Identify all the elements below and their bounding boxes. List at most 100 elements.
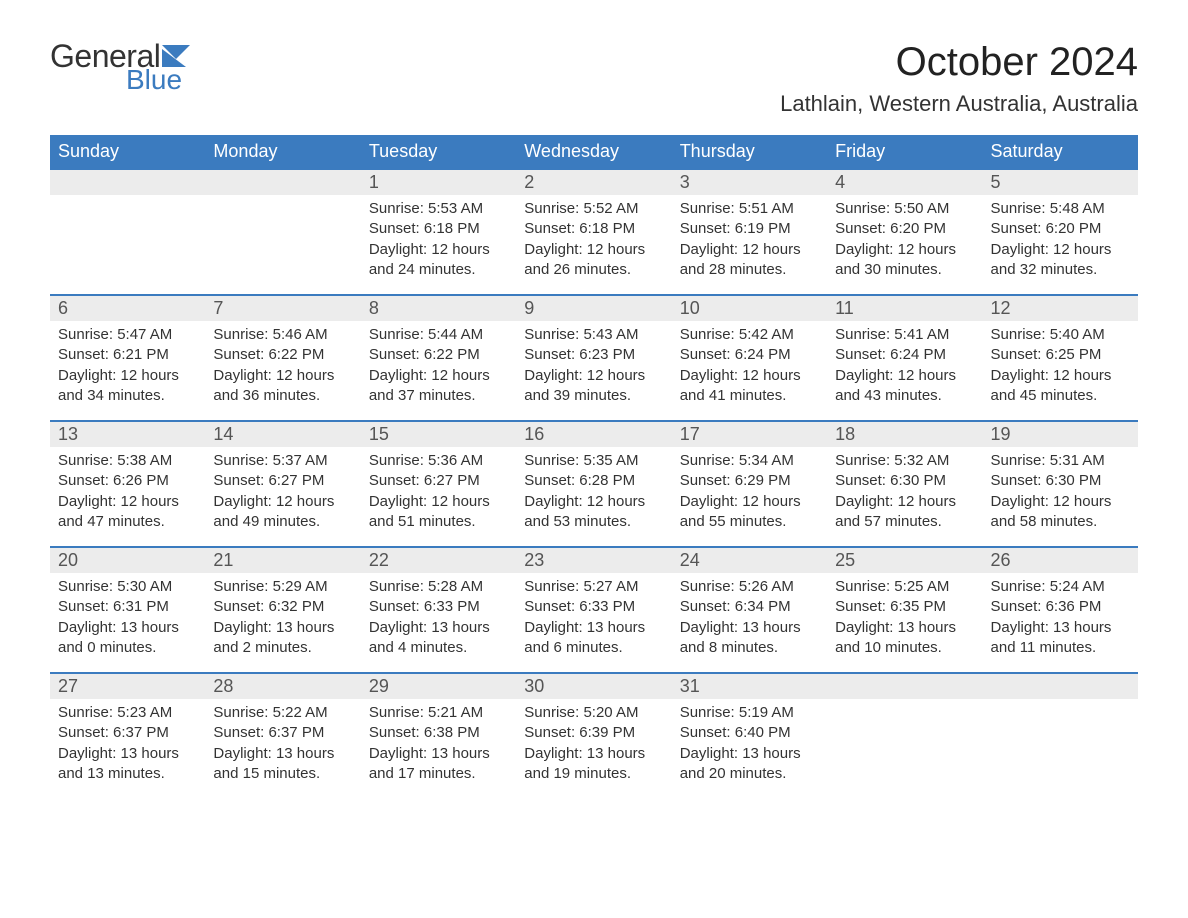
day-body: Sunrise: 5:19 AMSunset: 6:40 PMDaylight:… xyxy=(672,699,827,784)
day-number: 14 xyxy=(213,424,233,444)
day-number-row xyxy=(205,170,360,195)
day-cell: 26Sunrise: 5:24 AMSunset: 6:36 PMDayligh… xyxy=(983,548,1138,672)
day-number-row: 24 xyxy=(672,548,827,573)
daylight-line-2: and 32 minutes. xyxy=(991,260,1130,280)
sunrise-line: Sunrise: 5:24 AM xyxy=(991,577,1130,597)
sunset-line: Sunset: 6:38 PM xyxy=(369,723,508,743)
day-number: 2 xyxy=(524,172,534,192)
day-number-row: 20 xyxy=(50,548,205,573)
day-body: Sunrise: 5:22 AMSunset: 6:37 PMDaylight:… xyxy=(205,699,360,784)
sunrise-line: Sunrise: 5:40 AM xyxy=(991,325,1130,345)
day-number-row: 21 xyxy=(205,548,360,573)
daylight-line-2: and 8 minutes. xyxy=(680,638,819,658)
daylight-line-2: and 2 minutes. xyxy=(213,638,352,658)
day-number-row: 1 xyxy=(361,170,516,195)
day-body: Sunrise: 5:29 AMSunset: 6:32 PMDaylight:… xyxy=(205,573,360,658)
daylight-line-2: and 45 minutes. xyxy=(991,386,1130,406)
day-body: Sunrise: 5:44 AMSunset: 6:22 PMDaylight:… xyxy=(361,321,516,406)
sunset-line: Sunset: 6:21 PM xyxy=(58,345,197,365)
weekday-header: Sunday xyxy=(50,135,205,168)
day-number-row: 14 xyxy=(205,422,360,447)
day-number: 1 xyxy=(369,172,379,192)
sunrise-line: Sunrise: 5:41 AM xyxy=(835,325,974,345)
sunrise-line: Sunrise: 5:27 AM xyxy=(524,577,663,597)
daylight-line-1: Daylight: 13 hours xyxy=(835,618,974,638)
weekday-header: Wednesday xyxy=(516,135,671,168)
day-body: Sunrise: 5:32 AMSunset: 6:30 PMDaylight:… xyxy=(827,447,982,532)
daylight-line-2: and 28 minutes. xyxy=(680,260,819,280)
daylight-line-2: and 49 minutes. xyxy=(213,512,352,532)
day-number: 18 xyxy=(835,424,855,444)
sunrise-line: Sunrise: 5:25 AM xyxy=(835,577,974,597)
sunset-line: Sunset: 6:20 PM xyxy=(991,219,1130,239)
day-cell: 20Sunrise: 5:30 AMSunset: 6:31 PMDayligh… xyxy=(50,548,205,672)
sunset-line: Sunset: 6:22 PM xyxy=(213,345,352,365)
sunset-line: Sunset: 6:20 PM xyxy=(835,219,974,239)
day-cell: 18 Sunrise: 5:32 AMSunset: 6:30 PMDayligh… xyxy=(827,422,982,546)
day-body xyxy=(827,699,982,703)
day-cell: 13Sunrise: 5:38 AMSunset: 6:26 PMDayligh… xyxy=(50,422,205,546)
day-body: Sunrise: 5:46 AMSunset: 6:22 PMDaylight:… xyxy=(205,321,360,406)
day-cell: 21Sunrise: 5:29 AMSunset: 6:32 PMDayligh… xyxy=(205,548,360,672)
sunrise-line: Sunrise: 5:29 AM xyxy=(213,577,352,597)
day-number-row: 3 xyxy=(672,170,827,195)
page-header: General Blue October 2024 Lathlain, West… xyxy=(50,40,1138,117)
daylight-line-2: and 55 minutes. xyxy=(680,512,819,532)
day-number: 16 xyxy=(524,424,544,444)
day-number: 8 xyxy=(369,298,379,318)
daylight-line-2: and 58 minutes. xyxy=(991,512,1130,532)
day-number: 12 xyxy=(991,298,1011,318)
sunset-line: Sunset: 6:28 PM xyxy=(524,471,663,491)
day-body: Sunrise: 5:50 AMSunset: 6:20 PMDaylight:… xyxy=(827,195,982,280)
sunset-line: Sunset: 6:33 PM xyxy=(369,597,508,617)
daylight-line-1: Daylight: 13 hours xyxy=(213,618,352,638)
day-cell: 31Sunrise: 5:19 AMSunset: 6:40 PMDayligh… xyxy=(672,674,827,798)
sunrise-line: Sunrise: 5:23 AM xyxy=(58,703,197,723)
day-number: 22 xyxy=(369,550,389,570)
day-number-row: 15 xyxy=(361,422,516,447)
month-title: October 2024 xyxy=(780,40,1138,85)
week-row: 1Sunrise: 5:53 AMSunset: 6:18 PMDaylight… xyxy=(50,168,1138,294)
day-body: Sunrise: 5:25 AMSunset: 6:35 PMDaylight:… xyxy=(827,573,982,658)
sunrise-line: Sunrise: 5:19 AM xyxy=(680,703,819,723)
day-number: 29 xyxy=(369,676,389,696)
day-cell: 14 Sunrise: 5:37 AMSunset: 6:27 PMDayligh… xyxy=(205,422,360,546)
sunset-line: Sunset: 6:33 PM xyxy=(524,597,663,617)
week-row: 13Sunrise: 5:38 AMSunset: 6:26 PMDayligh… xyxy=(50,420,1138,546)
daylight-line-2: and 6 minutes. xyxy=(524,638,663,658)
day-number: 13 xyxy=(58,424,78,444)
daylight-line-1: Daylight: 12 hours xyxy=(524,240,663,260)
daylight-line-1: Daylight: 13 hours xyxy=(58,744,197,764)
daylight-line-1: Daylight: 13 hours xyxy=(369,744,508,764)
day-number: 5 xyxy=(991,172,1001,192)
day-number-row: 16 xyxy=(516,422,671,447)
day-cell: 15Sunrise: 5:36 AMSunset: 6:27 PMDayligh… xyxy=(361,422,516,546)
day-cell: 19Sunrise: 5:31 AMSunset: 6:30 PMDayligh… xyxy=(983,422,1138,546)
day-cell: 23Sunrise: 5:27 AMSunset: 6:33 PMDayligh… xyxy=(516,548,671,672)
sunrise-line: Sunrise: 5:46 AM xyxy=(213,325,352,345)
daylight-line-2: and 10 minutes. xyxy=(835,638,974,658)
sunrise-line: Sunrise: 5:20 AM xyxy=(524,703,663,723)
day-body: Sunrise: 5:20 AMSunset: 6:39 PMDaylight:… xyxy=(516,699,671,784)
day-number: 23 xyxy=(524,550,544,570)
day-number-row: 27 xyxy=(50,674,205,699)
daylight-line-2: and 36 minutes. xyxy=(213,386,352,406)
sunrise-line: Sunrise: 5:51 AM xyxy=(680,199,819,219)
day-cell: 4Sunrise: 5:50 AMSunset: 6:20 PMDaylight… xyxy=(827,170,982,294)
daylight-line-2: and 41 minutes. xyxy=(680,386,819,406)
sunset-line: Sunset: 6:35 PM xyxy=(835,597,974,617)
sunrise-line: Sunrise: 5:22 AM xyxy=(213,703,352,723)
sunset-line: Sunset: 6:39 PM xyxy=(524,723,663,743)
sunrise-line: Sunrise: 5:42 AM xyxy=(680,325,819,345)
day-cell: 22Sunrise: 5:28 AMSunset: 6:33 PMDayligh… xyxy=(361,548,516,672)
day-body: Sunrise: 5:40 AMSunset: 6:25 PMDaylight:… xyxy=(983,321,1138,406)
day-number-row: 19 xyxy=(983,422,1138,447)
weekday-header: Friday xyxy=(827,135,982,168)
day-body: Sunrise: 5:37 AMSunset: 6:27 PMDaylight:… xyxy=(205,447,360,532)
day-cell: 28Sunrise: 5:22 AMSunset: 6:37 PMDayligh… xyxy=(205,674,360,798)
day-cell: 16Sunrise: 5:35 AMSunset: 6:28 PMDayligh… xyxy=(516,422,671,546)
daylight-line-2: and 11 minutes. xyxy=(991,638,1130,658)
sunset-line: Sunset: 6:37 PM xyxy=(58,723,197,743)
sunrise-line: Sunrise: 5:28 AM xyxy=(369,577,508,597)
daylight-line-1: Daylight: 13 hours xyxy=(213,744,352,764)
